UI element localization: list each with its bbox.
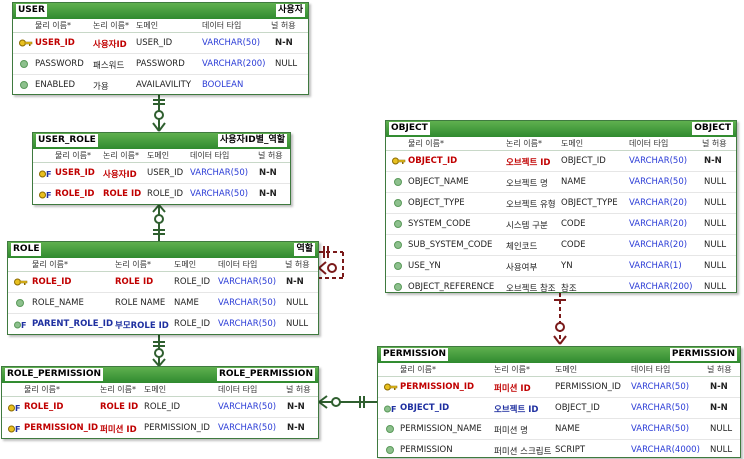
entity-logical-name: 사용자 (276, 4, 305, 17)
foreign-key-icon: F (384, 405, 396, 414)
attribute-icon (394, 283, 402, 291)
attribute-icon (394, 178, 402, 186)
column-header: 물리 이름* 논리 이름* 도메인 데이터 타입 널 허용 (13, 19, 308, 33)
entity-role[interactable]: ROLE 역할 물리 이름* 논리 이름* 도메인 데이터 타입 널 허용 RO… (7, 241, 319, 335)
rel-permission-role-permission[interactable] (318, 395, 377, 409)
entity-logical-name: 사용자ID별_역할 (218, 134, 287, 147)
entity-logical-name: PERMISSION (669, 348, 737, 361)
entity-role-permission[interactable]: ROLE_PERMISSION ROLE_PERMISSION 물리 이름* 논… (1, 366, 319, 439)
svg-text:F: F (46, 191, 51, 200)
attribute-row[interactable]: F PERMISSION_ID 퍼미션 ID PERMISSION_ID VAR… (2, 418, 318, 438)
attribute-icon (20, 81, 28, 89)
rel-object-permission[interactable] (553, 293, 567, 345)
attribute-row[interactable]: OBJECT_ID 오브젝트 ID OBJECT_ID VARCHAR(50) … (386, 151, 736, 172)
primary-foreign-key-icon: F (8, 425, 20, 434)
primary-foreign-key-icon: F (8, 404, 20, 413)
entity-logical-name: OBJECT (692, 122, 733, 135)
attribute-row[interactable]: OBJECT_REFERENCE 오브젝트 참조 참조 VARCHAR(200)… (386, 277, 736, 292)
attribute-row[interactable]: OBJECT_NAME 오브젝트 명 NAME VARCHAR(50) NULL (386, 172, 736, 193)
entity-user[interactable]: USER 사용자 물리 이름* 논리 이름* 도메인 데이터 타입 널 허용 U… (12, 2, 309, 95)
attribute-row[interactable]: PERMISSION_ID 퍼미션 ID PERMISSION_ID VARCH… (378, 377, 740, 398)
entity-title: USER 사용자 (13, 3, 308, 19)
attribute-row[interactable]: F PARENT_ROLE_ID 부모ROLE ID ROLE_ID VARCH… (8, 314, 318, 334)
entity-physical-name: PERMISSION (381, 348, 449, 361)
entity-physical-name: USER_ROLE (36, 134, 98, 147)
entity-logical-name: ROLE_PERMISSION (216, 368, 315, 381)
attribute-row[interactable]: PERMISSION 퍼미션 스크립트 SCRIPT VARCHAR(4000)… (378, 440, 740, 457)
attribute-row[interactable]: SYSTEM_CODE 시스템 구분 CODE VARCHAR(20) NULL (386, 214, 736, 235)
attribute-row[interactable]: F USER_ID 사용자ID USER_ID VARCHAR(50) N-N (33, 163, 290, 184)
attribute-icon (394, 199, 402, 207)
entity-permission[interactable]: PERMISSION PERMISSION 물리 이름* 논리 이름* 도메인 … (377, 346, 741, 458)
foreign-key-icon: F (14, 321, 26, 330)
column-header: 물리 이름* 논리 이름* 도메인 데이터 타입 널 허용 (378, 363, 740, 377)
attribute-row[interactable]: ENABLED 가용 AVAILAVILITY BOOLEAN (13, 75, 308, 94)
column-header: 물리 이름* 논리 이름* 도메인 데이터 타입 널 허용 (33, 149, 290, 163)
rel-role-role-permission[interactable] (152, 335, 166, 367)
primary-key-icon (384, 383, 398, 391)
attribute-row[interactable]: SUB_SYSTEM_CODE 체인코드 CODE VARCHAR(20) NU… (386, 235, 736, 256)
attribute-icon (386, 425, 394, 433)
attribute-icon (20, 60, 28, 68)
svg-text:F: F (15, 404, 20, 413)
attribute-row[interactable]: OBJECT_TYPE 오브젝트 유형 OBJECT_TYPE VARCHAR(… (386, 193, 736, 214)
attribute-icon (394, 262, 402, 270)
attribute-icon (386, 446, 394, 454)
entity-physical-name: ROLE (11, 243, 42, 256)
attribute-row[interactable]: ROLE_ID ROLE ID ROLE_ID VARCHAR(50) N-N (8, 272, 318, 293)
primary-key-icon (19, 39, 33, 47)
svg-text:F: F (391, 405, 396, 414)
entity-title: USER_ROLE 사용자ID별_역할 (33, 133, 290, 149)
entity-user-role[interactable]: USER_ROLE 사용자ID별_역할 물리 이름* 논리 이름* 도메인 데이… (32, 132, 291, 205)
entity-physical-name: ROLE_PERMISSION (5, 368, 104, 381)
entity-title: OBJECT OBJECT (386, 121, 736, 137)
entity-title: PERMISSION PERMISSION (378, 347, 740, 363)
attribute-row[interactable]: USER_ID 사용자ID USER_ID VARCHAR(50) N-N (13, 33, 308, 54)
entity-title: ROLE_PERMISSION ROLE_PERMISSION (2, 367, 318, 383)
primary-foreign-key-icon: F (39, 170, 51, 179)
attribute-row[interactable]: F ROLE_ID ROLE ID ROLE_ID VARCHAR(50) N-… (2, 397, 318, 418)
attribute-row[interactable]: USE_YN 사용여부 YN VARCHAR(1) NULL (386, 256, 736, 277)
attribute-row[interactable]: F OBJECT_ID 오브젝트 ID OBJECT_ID VARCHAR(50… (378, 398, 740, 419)
rel-user-user-role[interactable] (152, 95, 166, 132)
rel-role-user-role[interactable] (152, 204, 166, 241)
attribute-icon (16, 299, 24, 307)
attribute-icon (394, 220, 402, 228)
primary-key-icon (14, 278, 28, 286)
attribute-row[interactable]: PERMISSION_NAME 퍼미션 명 NAME VARCHAR(50) N… (378, 419, 740, 440)
svg-text:F: F (21, 321, 26, 330)
entity-physical-name: OBJECT (389, 122, 430, 135)
column-header: 물리 이름* 논리 이름* 도메인 데이터 타입 널 허용 (2, 383, 318, 397)
svg-text:F: F (46, 170, 51, 179)
svg-text:F: F (15, 425, 20, 434)
entity-object[interactable]: OBJECT OBJECT 물리 이름* 논리 이름* 도메인 데이터 타입 널… (385, 120, 737, 293)
column-header: 물리 이름* 논리 이름* 도메인 데이터 타입 널 허용 (8, 258, 318, 272)
attribute-icon (394, 241, 402, 249)
attribute-row[interactable]: F ROLE_ID ROLE ID ROLE_ID VARCHAR(50) N-… (33, 184, 290, 204)
column-header: 물리 이름* 논리 이름* 도메인 데이터 타입 널 허용 (386, 137, 736, 151)
primary-foreign-key-icon: F (39, 191, 51, 200)
entity-physical-name: USER (16, 4, 47, 17)
entity-logical-name: 역할 (294, 243, 315, 256)
primary-key-icon (392, 157, 406, 165)
attribute-row[interactable]: ROLE_NAME ROLE NAME NAME VARCHAR(50) NUL… (8, 293, 318, 314)
attribute-row[interactable]: PASSWORD 패스워드 PASSWORD VARCHAR(200) NULL (13, 54, 308, 75)
entity-title: ROLE 역할 (8, 242, 318, 258)
